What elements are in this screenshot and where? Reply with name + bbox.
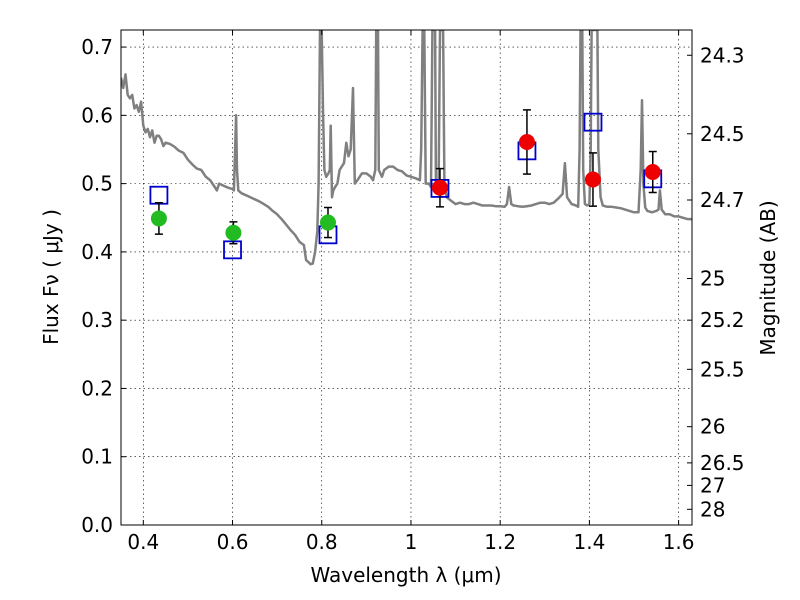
- y-axis-label: Flux Fν ( μJy ): [39, 209, 63, 345]
- x-tick-label: 0.4: [127, 530, 159, 554]
- x-tick-label: 1.6: [663, 530, 695, 554]
- model-photometry-square: [149, 185, 169, 205]
- y-axis-right-label: Magnitude (AB): [756, 200, 780, 355]
- y-tick-label: 0.0: [81, 513, 113, 537]
- y-right-tick-label: 25.5: [700, 357, 745, 381]
- y-right-tick-label: 24.5: [700, 122, 745, 146]
- observed-point: [431, 179, 448, 196]
- observed-point: [584, 171, 601, 188]
- grid: [121, 30, 692, 526]
- observed-point: [518, 133, 535, 150]
- plot-area: [121, 30, 692, 266]
- x-tick-label: 0.8: [306, 530, 338, 554]
- observed-point: [319, 214, 336, 231]
- y-tick-label: 0.2: [81, 376, 113, 400]
- y-tick-label: 0.3: [81, 308, 113, 332]
- y-tick-label: 0.1: [81, 445, 113, 469]
- x-tick-label: 0.6: [217, 530, 249, 554]
- spectrum-line: [121, 30, 692, 266]
- y-right-tick-label: 27: [700, 473, 725, 497]
- model-photometry-square: [583, 112, 603, 132]
- x-tick-label: 1.2: [484, 530, 516, 554]
- y-tick-label: 0.7: [81, 35, 113, 59]
- x-tick-label: 1.4: [573, 530, 605, 554]
- y-right-tick-label: 26.5: [700, 451, 745, 475]
- y-tick-label: 0.5: [81, 172, 113, 196]
- y-right-tick-label: 28: [700, 497, 725, 521]
- observed-point: [150, 210, 167, 227]
- observed-point: [644, 164, 661, 181]
- plot-frame: [120, 29, 693, 526]
- y-right-tick-label: 25.2: [700, 308, 745, 332]
- y-right-tick-label: 26: [700, 415, 725, 439]
- model-photometry-square: [223, 240, 242, 260]
- y-right-tick-label: 24.7: [700, 188, 745, 212]
- axes: 0.4 0.6 0.8 1 1.2 1.4 1.6 0.0 0.1 0.2 0.3 0.4 0.5 0.6…: [81, 30, 745, 554]
- y-tick-label: 0.6: [81, 103, 113, 127]
- x-tick-label: 1: [405, 530, 418, 554]
- y-tick-label: 0.4: [81, 240, 113, 264]
- y-right-tick-label: 24.3: [700, 43, 745, 67]
- observed-point: [225, 224, 242, 241]
- y-right-tick-label: 25: [700, 267, 725, 291]
- x-axis-label: Wavelength λ (μm): [310, 563, 501, 587]
